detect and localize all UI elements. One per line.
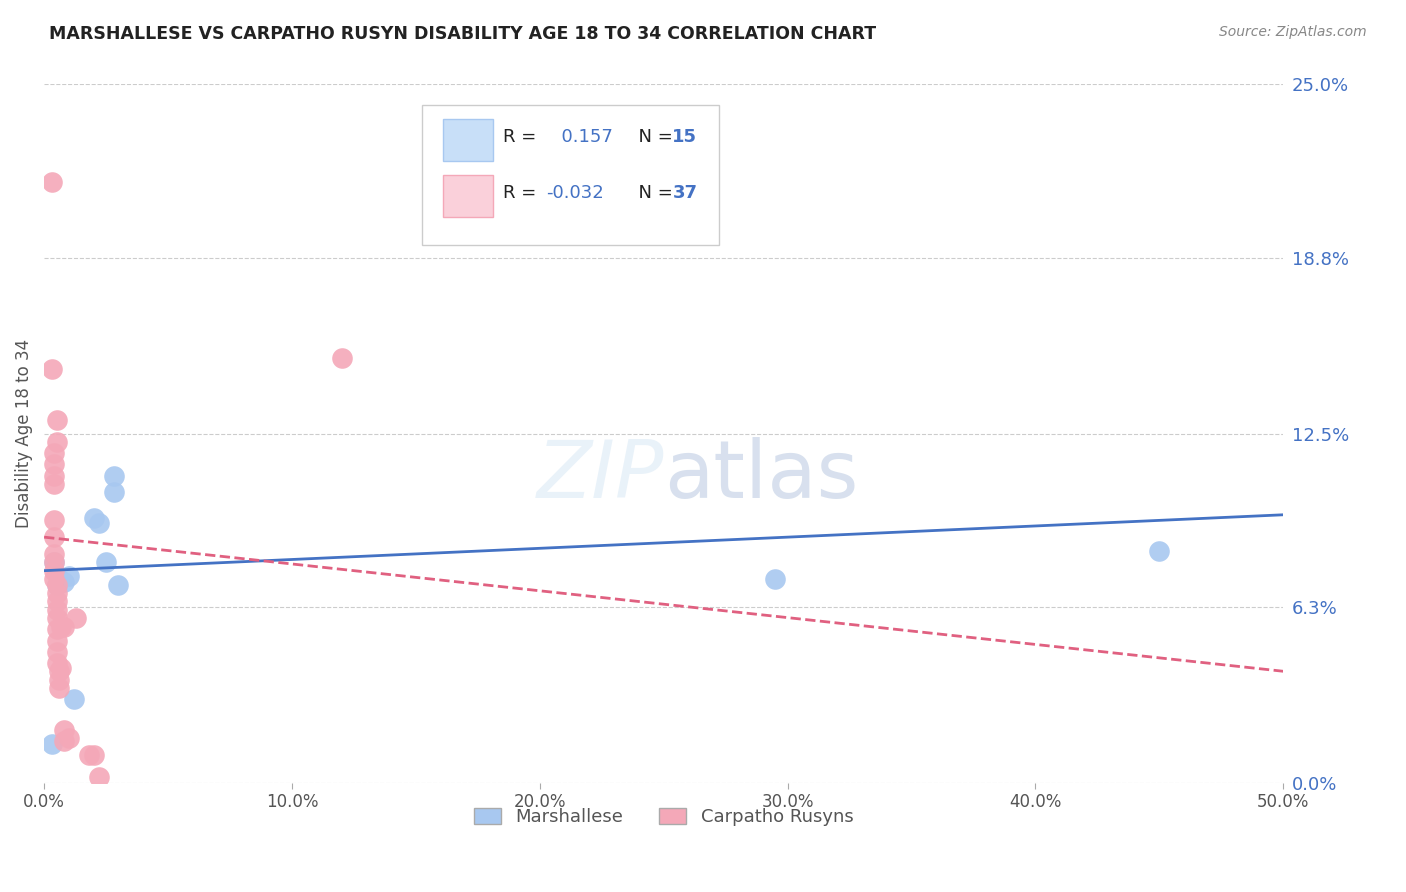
Point	[94, 555, 117, 569]
Point	[52, 734, 75, 748]
Point	[42, 468, 65, 483]
Point	[77, 748, 100, 763]
Point	[65, 611, 87, 625]
Point	[42, 477, 65, 491]
Text: ZIP: ZIP	[536, 437, 664, 515]
Point	[45, 594, 67, 608]
Point	[58, 569, 80, 583]
FancyBboxPatch shape	[443, 120, 492, 161]
Point	[763, 572, 786, 586]
Point	[41, 362, 63, 376]
Y-axis label: Disability Age 18 to 34: Disability Age 18 to 34	[15, 339, 32, 528]
Point	[45, 656, 67, 670]
Point	[42, 572, 65, 586]
Point	[48, 681, 70, 695]
Point	[42, 458, 65, 472]
Point	[63, 692, 86, 706]
FancyBboxPatch shape	[422, 105, 720, 245]
Text: atlas: atlas	[664, 437, 858, 515]
Point	[87, 771, 110, 785]
Text: R =: R =	[502, 184, 541, 202]
Point	[45, 413, 67, 427]
Point	[41, 175, 63, 189]
Point	[42, 555, 65, 569]
Point	[45, 586, 67, 600]
Text: R =: R =	[502, 128, 547, 145]
Text: MARSHALLESE VS CARPATHO RUSYN DISABILITY AGE 18 TO 34 CORRELATION CHART: MARSHALLESE VS CARPATHO RUSYN DISABILITY…	[49, 25, 876, 43]
Point	[41, 737, 63, 751]
Point	[51, 619, 73, 633]
Point	[48, 665, 70, 679]
Point	[51, 661, 73, 675]
Text: N =: N =	[627, 184, 678, 202]
Text: N =: N =	[627, 128, 678, 145]
Point	[45, 577, 67, 591]
Point	[52, 619, 75, 633]
Point	[83, 510, 105, 524]
Point	[42, 564, 65, 578]
Point	[1149, 544, 1171, 558]
Point	[48, 673, 70, 687]
Text: 37: 37	[672, 184, 697, 202]
Point	[45, 633, 67, 648]
Text: Source: ZipAtlas.com: Source: ZipAtlas.com	[1219, 25, 1367, 39]
Point	[107, 577, 129, 591]
Point	[42, 547, 65, 561]
Text: -0.032: -0.032	[546, 184, 603, 202]
Point	[87, 516, 110, 531]
Text: 0.157: 0.157	[550, 128, 613, 145]
Point	[48, 572, 70, 586]
Legend: Marshallese, Carpatho Rusyns: Marshallese, Carpatho Rusyns	[467, 801, 860, 833]
Point	[45, 435, 67, 450]
Point	[45, 645, 67, 659]
Point	[45, 603, 67, 617]
FancyBboxPatch shape	[443, 175, 492, 217]
Point	[83, 748, 105, 763]
Point	[42, 513, 65, 527]
Point	[58, 731, 80, 746]
Point	[42, 555, 65, 569]
Point	[52, 574, 75, 589]
Point	[103, 485, 125, 500]
Point	[103, 468, 125, 483]
Point	[330, 351, 353, 366]
Point	[45, 623, 67, 637]
Point	[45, 611, 67, 625]
Point	[42, 530, 65, 544]
Point	[52, 723, 75, 737]
Point	[45, 577, 67, 591]
Text: 15: 15	[672, 128, 697, 145]
Point	[42, 446, 65, 460]
